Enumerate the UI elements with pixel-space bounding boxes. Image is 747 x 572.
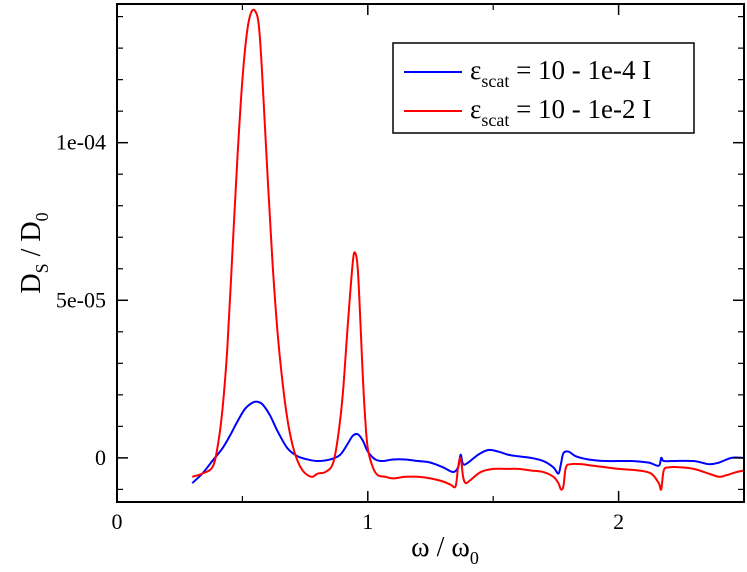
x-axis-title-main: ω / ω: [411, 532, 470, 563]
legend-label-1-symbol: ε: [470, 55, 481, 85]
y-tick-label: 5e-05: [56, 287, 106, 312]
series-layer: [191, 8, 744, 491]
legend-label-series-1: εscat = 10 - 1e-4 I: [470, 55, 651, 91]
legend-label-1-subscript: scat: [481, 71, 509, 91]
y-axis-title-subscript-2: 0: [32, 212, 52, 221]
legend: εscat = 10 - 1e-4 I εscat = 10 - 1e-2 I: [392, 42, 695, 134]
x-tick-label: 1: [362, 509, 373, 534]
y-axis-title-subscript-1: S: [32, 263, 52, 273]
legend-label-1-rest: = 10 - 1e-4 I: [509, 55, 651, 85]
legend-box: [392, 42, 695, 134]
legend-label-2-subscript: scat: [481, 110, 509, 130]
legend-label-2-rest: = 10 - 1e-2 I: [509, 94, 651, 124]
ticks-layer: 0 1 2 0 5e-05 1e-04: [56, 4, 744, 534]
y-axis-title: DS / D0: [16, 212, 52, 293]
legend-label-2-symbol: ε: [470, 94, 481, 124]
y-tick-label: 1e-04: [56, 130, 106, 155]
x-axis-title-subscript: 0: [470, 548, 479, 568]
plot-frame: [116, 3, 745, 503]
x-tick-label: 2: [613, 509, 624, 534]
x-axis-title: ω / ω0: [411, 532, 479, 568]
series-line-2: [191, 8, 744, 491]
y-axis-title-main: D: [16, 273, 47, 293]
y-tick-label: 0: [95, 445, 106, 470]
x-tick-label: 0: [112, 509, 123, 534]
series-line-1: [191, 400, 744, 484]
y-axis-title-mid: / D: [16, 221, 47, 263]
legend-label-series-2: εscat = 10 - 1e-2 I: [470, 94, 651, 130]
